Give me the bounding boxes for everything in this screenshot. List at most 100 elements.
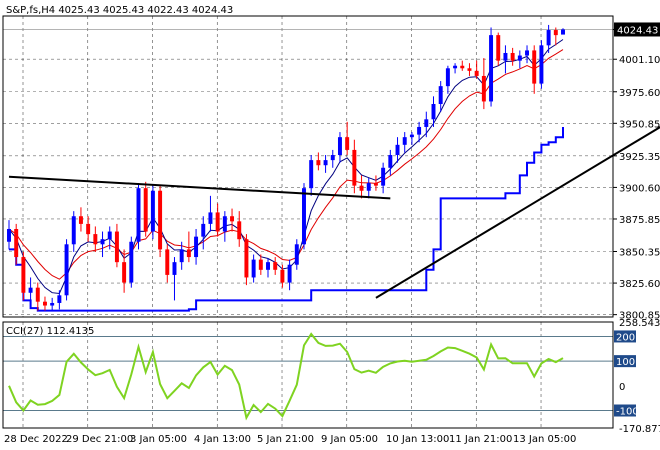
candle-body: [373, 183, 378, 186]
cci-tick-label: 258.5437: [619, 318, 660, 329]
x-tick-label: 9 Jan 05:00: [321, 434, 378, 445]
candle-body: [42, 301, 47, 306]
trendline: [8, 175, 391, 200]
candle-body: [71, 216, 76, 245]
candle-body: [431, 104, 436, 120]
candle-body: [409, 134, 414, 138]
candle-body: [453, 65, 458, 69]
x-tick-label: 29 Dec 21:00: [66, 434, 133, 445]
candle-body: [158, 190, 163, 250]
symbol-info: S&P,fs,H4 4025.43 4025.43 4022.43 4024.4…: [6, 5, 233, 16]
y-tick-label: 3950.85: [619, 119, 660, 130]
x-tick-label: 3 Jan 05:00: [130, 434, 187, 445]
x-tick-label: 11 Jan 21:00: [449, 434, 512, 445]
candle-body: [28, 287, 33, 293]
candle-body: [201, 223, 206, 237]
cci-level-box: [614, 330, 636, 343]
candle-body: [345, 137, 350, 150]
candle-body: [194, 236, 199, 258]
candle-body: [208, 212, 213, 224]
candle-body: [50, 302, 55, 306]
candle-body: [57, 295, 62, 303]
trendline: [375, 126, 660, 299]
candle-body: [503, 52, 508, 61]
candle-body: [330, 155, 335, 161]
candle-body: [337, 137, 342, 156]
y-tick-label: 3825.60: [619, 279, 660, 290]
y-tick-label: 3875.85: [619, 215, 660, 226]
cci-panel: [3, 332, 613, 421]
candle-body: [539, 45, 544, 84]
y-tick-label: 3925.35: [619, 152, 660, 163]
candle-body: [14, 228, 19, 258]
candle-body: [561, 29, 565, 35]
candle-body: [35, 287, 40, 302]
candle-body: [323, 160, 328, 166]
y-tick-label: 3900.60: [619, 183, 660, 194]
current-price-label: 4024.43: [617, 25, 658, 36]
current-price-box: [614, 22, 660, 37]
candle-body: [532, 50, 537, 84]
candle-body: [309, 160, 314, 189]
x-tick-label: 13 Jan 05:00: [513, 434, 576, 445]
cci-tick-label: 200: [616, 332, 635, 343]
candle-body: [381, 167, 386, 186]
candle-body: [280, 269, 285, 283]
candle-body: [438, 86, 443, 105]
candle-body: [215, 212, 220, 232]
candle-body: [546, 30, 551, 46]
x-tick-label: 4 Jan 13:00: [194, 434, 251, 445]
candle-body: [64, 244, 69, 296]
candle-body: [244, 239, 249, 278]
candle-body: [489, 35, 494, 102]
candle-body: [136, 188, 141, 242]
candle-body: [316, 160, 321, 166]
candle-body: [388, 155, 393, 168]
candle-body: [114, 231, 119, 263]
candle-body: [143, 188, 148, 232]
y-tick-label: 4001.10: [619, 55, 660, 66]
candle-body: [402, 137, 407, 145]
x-tick-label: 10 Jan 13:00: [386, 434, 449, 445]
candle-body: [122, 262, 127, 283]
candle-body: [474, 70, 479, 76]
cci-level-box: [614, 404, 636, 417]
candle-body: [78, 216, 83, 224]
y-tick-label: 3850.35: [619, 248, 660, 259]
candle-body: [129, 241, 134, 283]
candle-body: [230, 216, 235, 222]
candle-body: [273, 262, 278, 270]
candle-body: [553, 30, 558, 36]
candle-body: [424, 119, 429, 127]
candle-body: [150, 190, 155, 232]
y-tick-label: 3800.85: [619, 311, 660, 322]
candle-body: [172, 262, 177, 275]
candle-body: [510, 52, 515, 61]
candle-body: [186, 249, 191, 258]
cci-level-box: [614, 355, 636, 368]
price-panel-border: [2, 15, 614, 318]
candle-body: [460, 65, 465, 69]
candle-body: [467, 68, 472, 71]
x-tick-label: 28 Dec 2022: [4, 434, 68, 445]
stop-step-line: [9, 127, 564, 312]
cci-line: [8, 332, 564, 421]
candle-body: [93, 234, 98, 245]
candle-body: [7, 228, 11, 242]
cci-tick-label: 100: [616, 357, 635, 368]
candle-body: [86, 223, 91, 235]
candle-body: [294, 244, 299, 265]
candle-body: [165, 249, 170, 275]
candle-body: [445, 68, 450, 87]
cci-tick-label: -170.8776: [619, 424, 660, 435]
ma-slow-line: [8, 49, 564, 280]
candle-body: [366, 183, 371, 191]
candle-body: [237, 221, 242, 240]
cci-tick-label: -100: [616, 407, 639, 418]
candle-body: [352, 149, 357, 186]
candle-body: [179, 249, 184, 263]
candle-body: [287, 264, 292, 283]
